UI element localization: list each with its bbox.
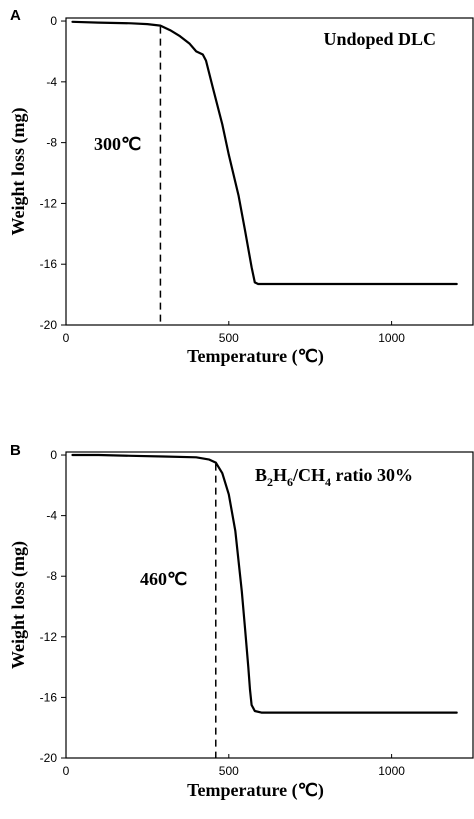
y-tick-label: -20 <box>40 751 58 765</box>
x-tick-label: 0 <box>63 764 70 778</box>
x-axis-label: Temperature (℃) <box>187 780 324 801</box>
x-tick-label: 500 <box>219 331 239 345</box>
series-line <box>71 20 458 286</box>
y-tick-label: -8 <box>46 569 57 583</box>
y-tick-label: -4 <box>46 509 57 523</box>
y-tick-label: 0 <box>50 14 57 28</box>
y-axis-label: Weight loss (mg) <box>8 541 29 669</box>
y-tick-label: -20 <box>40 318 58 332</box>
plot-frame <box>65 17 474 326</box>
x-tick-label: 1000 <box>378 764 405 778</box>
sample-label: B2H6/CH4 ratio 30% <box>255 465 413 489</box>
y-tick-label: -12 <box>40 630 58 644</box>
x-tick-label: 500 <box>219 764 239 778</box>
panel-letter: A <box>10 7 21 24</box>
y-tick-label: -16 <box>40 257 58 271</box>
y-tick-label: -12 <box>40 196 58 210</box>
y-axis-label: Weight loss (mg) <box>8 107 29 235</box>
chart-panel-a: A 0 500 1000 0 -4 -8 -12 -16 -20 Temperature (℃) We… <box>8 7 474 367</box>
onset-label: 460℃ <box>140 569 187 589</box>
y-tick-label: -4 <box>46 75 57 89</box>
x-tick-label: 0 <box>63 331 70 345</box>
sample-label: Undoped DLC <box>323 29 436 49</box>
x-tick-label: 1000 <box>378 331 405 345</box>
y-tick-label: 0 <box>50 448 57 462</box>
chart-panel-b: B 0 500 1000 0 -4 -8 -12 -16 -20 Temperature (℃) We… <box>8 442 474 801</box>
plot-frame <box>65 451 474 759</box>
onset-label: 300℃ <box>94 134 141 154</box>
panel-letter: B <box>10 442 21 459</box>
x-axis-label: Temperature (℃) <box>187 346 324 367</box>
y-tick-label: -16 <box>40 690 58 704</box>
y-tick-label: -8 <box>46 136 57 150</box>
series-line <box>71 453 458 714</box>
